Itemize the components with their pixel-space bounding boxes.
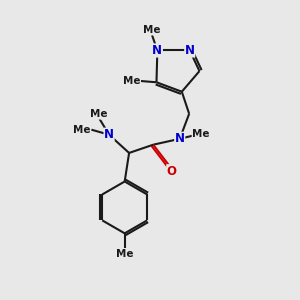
Text: N: N <box>185 44 195 57</box>
Text: Me: Me <box>143 25 161 35</box>
Text: N: N <box>104 128 114 141</box>
Text: Me: Me <box>73 125 90 135</box>
Text: Me: Me <box>116 249 134 259</box>
Text: Me: Me <box>90 109 107 119</box>
Text: O: O <box>167 165 177 178</box>
Text: Me: Me <box>192 128 210 139</box>
Text: N: N <box>152 44 162 57</box>
Text: Me: Me <box>123 76 140 86</box>
Text: N: N <box>175 132 185 145</box>
